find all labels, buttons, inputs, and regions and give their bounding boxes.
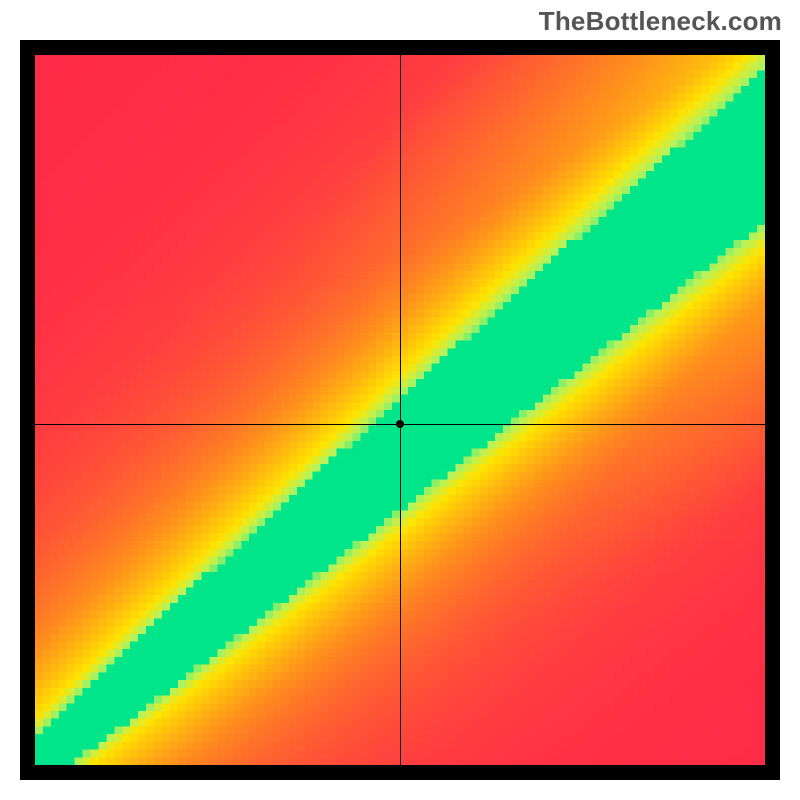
chart-container: TheBottleneck.com [0,0,800,800]
chart-border [20,40,780,780]
chart-plot-area [35,55,765,765]
crosshair-vertical [400,55,401,765]
watermark-text: TheBottleneck.com [539,6,782,37]
marker-dot [396,420,404,428]
